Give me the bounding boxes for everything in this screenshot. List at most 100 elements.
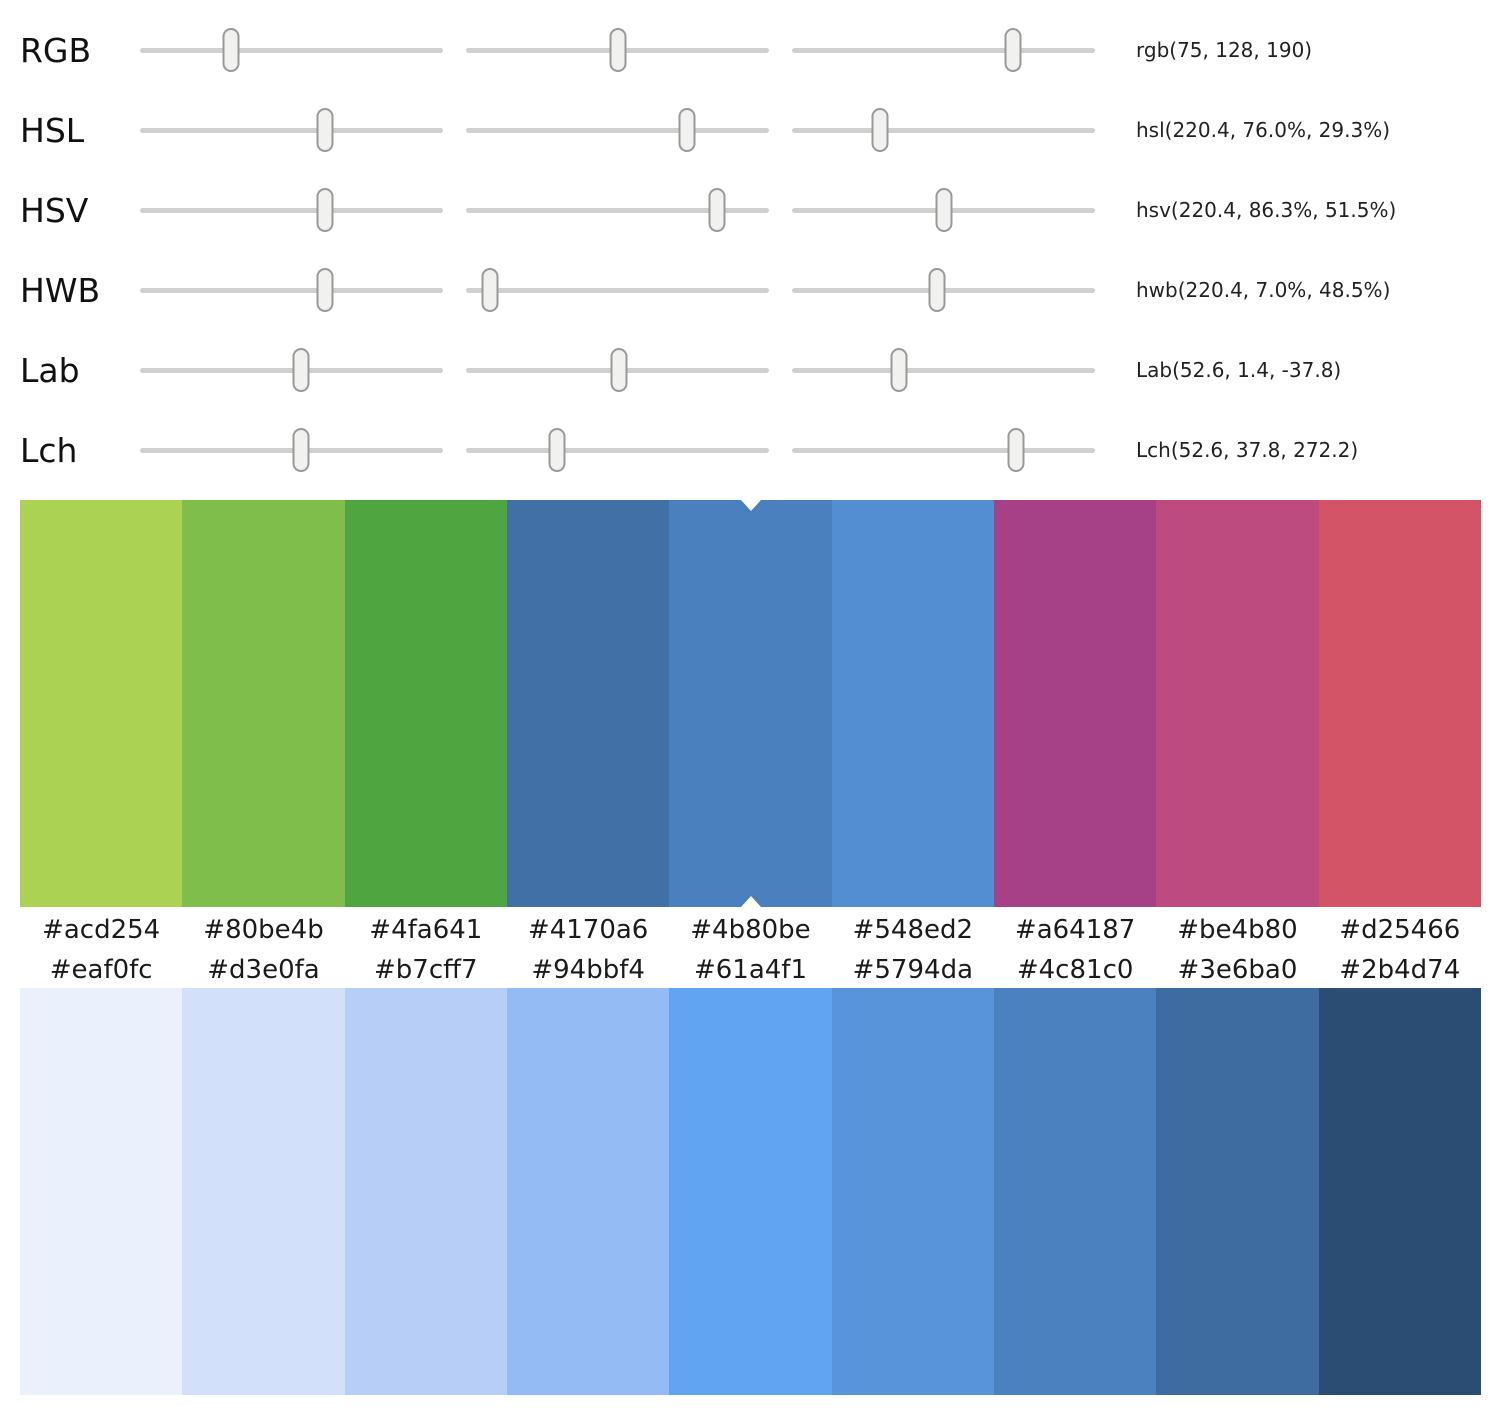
shade-palette-swatch[interactable] bbox=[20, 988, 183, 1395]
slider-thumb[interactable] bbox=[292, 348, 310, 392]
slider-track[interactable] bbox=[792, 127, 1095, 133]
lab-value-text: Lab(52.6, 1.4, -37.8) bbox=[1136, 358, 1342, 382]
row-label-lch: Lch bbox=[20, 430, 78, 470]
hsv-v-slider[interactable] bbox=[792, 170, 1095, 250]
shade-palette-swatch[interactable] bbox=[993, 988, 1157, 1395]
slider-thumb[interactable] bbox=[292, 428, 310, 472]
slider-track[interactable] bbox=[140, 47, 443, 53]
rgb-r-slider[interactable] bbox=[140, 10, 443, 90]
slider-track[interactable] bbox=[140, 447, 443, 453]
hue-hex-label: #a64187 bbox=[1014, 914, 1136, 945]
slider-thumb[interactable] bbox=[316, 268, 334, 312]
shade-palette-swatch[interactable] bbox=[1156, 988, 1319, 1395]
hsl-l-slider[interactable] bbox=[792, 90, 1095, 170]
shade-palette-swatch[interactable] bbox=[1318, 988, 1481, 1395]
shade-palette-strip bbox=[20, 988, 1481, 1395]
lch-c-slider[interactable] bbox=[466, 410, 769, 490]
selected-color-notch-top-icon bbox=[740, 500, 761, 511]
slider-track[interactable] bbox=[792, 447, 1095, 453]
lab-l-slider[interactable] bbox=[140, 330, 443, 410]
slider-thumb[interactable] bbox=[678, 108, 696, 152]
hue-hex-labels: #acd254 #80be4b #4fa641 #4170a6 #4b80be … bbox=[20, 907, 1481, 952]
hsv-value-text: hsv(220.4, 86.3%, 51.5%) bbox=[1136, 198, 1397, 222]
shade-palette-swatch[interactable] bbox=[344, 988, 507, 1395]
hue-palette-swatch[interactable] bbox=[344, 500, 507, 907]
hue-palette-swatch[interactable] bbox=[506, 500, 670, 907]
shade-palette-swatch[interactable] bbox=[669, 988, 832, 1395]
shade-palette-swatch[interactable] bbox=[506, 988, 670, 1395]
hwb-b-slider[interactable] bbox=[792, 250, 1095, 330]
shade-hex-label: #3e6ba0 bbox=[1177, 955, 1298, 985]
hsv-h-slider[interactable] bbox=[140, 170, 443, 250]
shade-hex-label: #b7cff7 bbox=[374, 955, 478, 985]
hue-hex-label: #acd254 bbox=[42, 914, 161, 945]
slider-row-lab: Lab Lab(52.6, 1.4, -37.8) bbox=[0, 330, 1501, 410]
shade-hex-label: #94bbf4 bbox=[531, 955, 645, 985]
slider-track[interactable] bbox=[466, 447, 769, 453]
slider-thumb[interactable] bbox=[316, 188, 334, 232]
slider-thumb[interactable] bbox=[481, 268, 499, 312]
hue-hex-label: #548ed2 bbox=[852, 914, 974, 945]
hue-palette-swatch[interactable] bbox=[1156, 500, 1319, 907]
hue-palette-swatch[interactable] bbox=[1318, 500, 1481, 907]
slider-thumb[interactable] bbox=[935, 188, 952, 232]
slider-row-rgb: RGB rgb(75, 128, 190) bbox=[0, 10, 1501, 90]
lch-h-slider[interactable] bbox=[792, 410, 1095, 490]
slider-thumb[interactable] bbox=[548, 428, 566, 472]
row-label-hwb: HWB bbox=[20, 270, 101, 310]
hsv-s-slider[interactable] bbox=[466, 170, 769, 250]
slider-track[interactable] bbox=[466, 207, 769, 213]
shade-hex-labels: #eaf0fc #d3e0fa #b7cff7 #94bbf4 #61a4f1 … bbox=[20, 952, 1481, 988]
hue-palette-swatch-selected[interactable] bbox=[669, 500, 832, 907]
slider-track[interactable] bbox=[466, 287, 769, 293]
slider-track[interactable] bbox=[792, 47, 1095, 53]
shade-palette-swatch[interactable] bbox=[182, 988, 345, 1395]
row-label-hsl: HSL bbox=[20, 110, 85, 150]
slider-track[interactable] bbox=[140, 287, 443, 293]
slider-track[interactable] bbox=[140, 207, 443, 213]
slider-row-hsv: HSV hsv(220.4, 86.3%, 51.5%) bbox=[0, 170, 1501, 250]
hue-palette-swatch[interactable] bbox=[182, 500, 345, 907]
slider-thumb[interactable] bbox=[928, 268, 946, 312]
lab-a-slider[interactable] bbox=[466, 330, 769, 410]
shade-hex-label: #eaf0fc bbox=[49, 955, 153, 985]
lch-value-text: Lch(52.6, 37.8, 272.2) bbox=[1136, 438, 1359, 462]
slider-track[interactable] bbox=[140, 127, 443, 133]
hue-palette-swatch[interactable] bbox=[993, 500, 1157, 907]
hsl-h-slider[interactable] bbox=[140, 90, 443, 170]
slider-track[interactable] bbox=[466, 127, 769, 133]
slider-thumb[interactable] bbox=[222, 28, 240, 72]
color-model-sliders: RGB rgb(75, 128, 190) HSL hsl(220.4, bbox=[0, 0, 1501, 490]
slider-thumb[interactable] bbox=[610, 348, 628, 392]
slider-thumb[interactable] bbox=[609, 28, 626, 72]
hwb-h-slider[interactable] bbox=[140, 250, 443, 330]
hue-palette-swatch[interactable] bbox=[20, 500, 183, 907]
hue-palette-swatch[interactable] bbox=[831, 500, 994, 907]
lch-l-slider[interactable] bbox=[140, 410, 443, 490]
slider-thumb[interactable] bbox=[1007, 428, 1025, 472]
slider-thumb[interactable] bbox=[708, 188, 726, 232]
slider-thumb[interactable] bbox=[890, 348, 908, 392]
slider-track[interactable] bbox=[140, 367, 443, 373]
hue-hex-label: #80be4b bbox=[203, 914, 324, 945]
rgb-b-slider[interactable] bbox=[792, 10, 1095, 90]
row-label-rgb: RGB bbox=[20, 30, 92, 70]
slider-thumb[interactable] bbox=[871, 108, 889, 152]
hue-hex-label: #4fa641 bbox=[369, 914, 483, 945]
slider-thumb[interactable] bbox=[1004, 28, 1022, 72]
shade-hex-label: #2b4d74 bbox=[1339, 955, 1461, 985]
rgb-g-slider[interactable] bbox=[466, 10, 769, 90]
hue-hex-label: #4170a6 bbox=[527, 914, 649, 945]
hwb-value-text: hwb(220.4, 7.0%, 48.5%) bbox=[1136, 278, 1391, 302]
hue-hex-label: #d25466 bbox=[1339, 914, 1461, 945]
shade-hex-label: #5794da bbox=[852, 955, 973, 985]
slider-thumb[interactable] bbox=[316, 108, 334, 152]
shade-palette-swatch[interactable] bbox=[831, 988, 994, 1395]
hwb-w-slider[interactable] bbox=[466, 250, 769, 330]
slider-row-hwb: HWB hwb(220.4, 7.0%, 48.5%) bbox=[0, 250, 1501, 330]
selected-color-notch-bottom-icon bbox=[740, 896, 761, 907]
shade-hex-label: #61a4f1 bbox=[693, 955, 807, 985]
hsl-s-slider[interactable] bbox=[466, 90, 769, 170]
slider-track[interactable] bbox=[792, 367, 1095, 373]
lab-b-slider[interactable] bbox=[792, 330, 1095, 410]
